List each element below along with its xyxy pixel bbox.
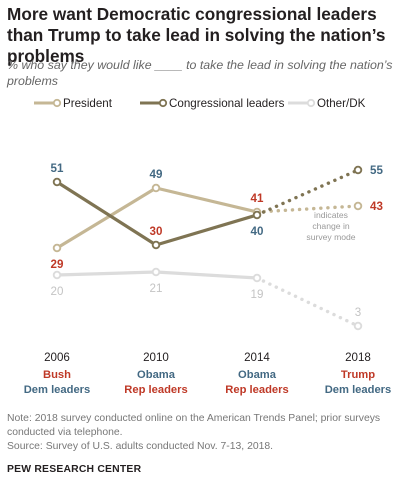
series-line-president <box>56 186 258 250</box>
legend-entry: President <box>63 97 113 110</box>
series-dotted-other <box>255 276 360 328</box>
value-label-other: 21 <box>150 282 163 295</box>
legend-entry: Other/DK <box>317 97 366 110</box>
value-label-president: 29 <box>51 258 64 271</box>
value-label-other: 19 <box>251 288 264 301</box>
line-chart: President Congressional leaders Other/DK 29… <box>24 97 392 396</box>
note-line: Note: 2018 survey conducted online on th… <box>7 413 381 438</box>
data-point-congressional <box>353 165 363 175</box>
x-sublabel-congress: Dem leaders <box>24 384 91 396</box>
data-point-president <box>52 243 62 253</box>
chart-title: More want Democratic congressional leade… <box>7 4 386 66</box>
data-point-other <box>252 273 262 283</box>
data-point-other <box>353 321 363 331</box>
series-dotted-congressional <box>255 168 360 217</box>
value-label-president: 49 <box>150 168 163 181</box>
value-label-congressional: 55 <box>370 164 383 177</box>
legend-entry: Congressional leaders <box>169 97 285 110</box>
x-tick-label: 2018 <box>345 351 371 364</box>
mode-change-note: indicates <box>314 210 348 220</box>
legend-swatch-marker <box>158 98 168 108</box>
legend-swatch-marker <box>52 98 62 108</box>
x-sublabel-congress: Dem leaders <box>325 384 392 396</box>
mode-change-note: change in <box>312 221 349 231</box>
x-tick-label: 2006 <box>44 351 70 364</box>
data-point-congressional <box>252 210 262 220</box>
value-label-congressional: 30 <box>150 225 163 238</box>
organization-credit: PEW RESEARCH CENTER <box>7 464 142 475</box>
value-label-congressional: 51 <box>51 162 64 175</box>
data-point-president <box>353 201 363 211</box>
x-sublabel-congress: Rep leaders <box>225 384 288 396</box>
source-line: Source: Survey of U.S. adults conducted … <box>7 441 274 452</box>
chart-note: Note: 2018 survey conducted online on th… <box>7 412 412 454</box>
value-label-other: 3 <box>355 306 361 319</box>
value-label-president: 43 <box>370 200 383 213</box>
data-point-other <box>151 267 161 277</box>
data-point-president <box>151 183 161 193</box>
mode-change-note: survey mode <box>306 232 355 242</box>
value-label-congressional: 40 <box>251 225 264 238</box>
data-point-congressional <box>151 240 161 250</box>
x-sublabel-president: Bush <box>43 369 71 381</box>
x-sublabel-president: Obama <box>137 369 176 381</box>
x-sublabel-president: Obama <box>238 369 277 381</box>
data-point-other <box>52 270 62 280</box>
legend-swatch-marker <box>306 98 316 108</box>
data-point-congressional <box>52 177 62 187</box>
x-tick-label: 2010 <box>143 351 169 364</box>
series-dotted-president <box>255 204 360 214</box>
chart-subtitle: % who say they would like ____ to take t… <box>7 58 393 88</box>
x-sublabel-congress: Rep leaders <box>124 384 187 396</box>
value-label-other: 20 <box>51 285 64 298</box>
x-sublabel-president: Trump <box>341 369 375 381</box>
value-label-president: 41 <box>251 192 264 205</box>
x-tick-label: 2014 <box>244 351 270 364</box>
